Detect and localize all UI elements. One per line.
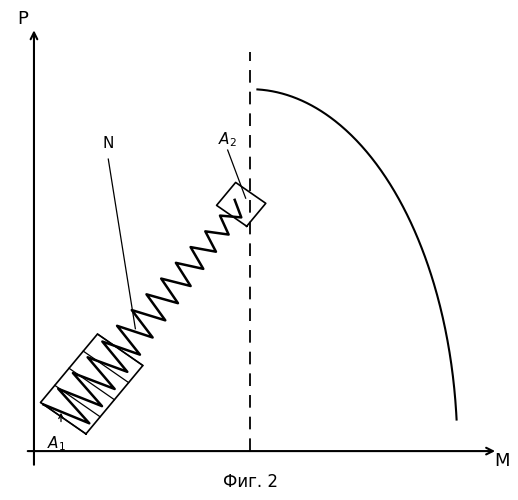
Text: $A_1$: $A_1$ [47,434,66,454]
Text: Фиг. 2: Фиг. 2 [223,473,278,491]
Text: $A_2$: $A_2$ [218,130,237,149]
Text: M: M [495,452,510,470]
Text: P: P [17,10,28,29]
Text: N: N [103,136,114,151]
